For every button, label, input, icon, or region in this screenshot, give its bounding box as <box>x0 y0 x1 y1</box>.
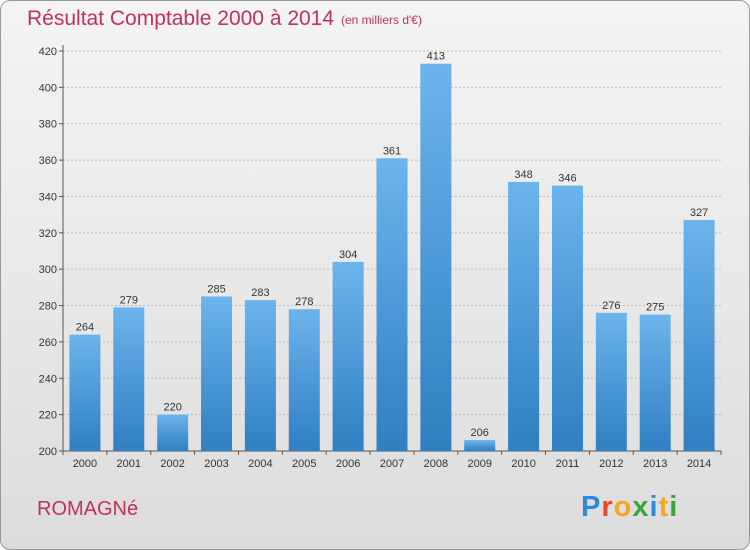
y-tick-label: 200 <box>39 446 57 458</box>
y-tick-label: 360 <box>39 155 57 167</box>
commune-name: ROMAGNé <box>37 498 139 520</box>
data-label-2010: 348 <box>514 169 532 181</box>
bar-2000 <box>69 334 101 451</box>
bar-2007 <box>376 158 408 452</box>
chart-title: Résultat Comptable 2000 à 2014 <box>27 7 335 30</box>
data-label-2001: 279 <box>120 294 138 306</box>
logo-letter: t <box>658 491 670 523</box>
y-tick-label: 220 <box>39 410 57 422</box>
bar-2006 <box>332 261 364 451</box>
bar-2008 <box>420 63 452 452</box>
bar-2014 <box>683 220 715 451</box>
logo-letter: o <box>613 491 633 523</box>
bar-2011 <box>551 185 583 451</box>
x-tick-label: 2002 <box>160 458 184 470</box>
bar-2002 <box>157 414 189 451</box>
y-tick-label: 340 <box>39 191 57 203</box>
bar-2012 <box>595 312 627 451</box>
x-tick-label: 2012 <box>599 458 623 470</box>
y-tick-label: 260 <box>39 337 57 349</box>
x-tick-label: 2014 <box>687 458 711 470</box>
logo-letter: r <box>601 491 614 523</box>
y-tick-label: 300 <box>39 264 57 276</box>
logo-letter: i <box>669 491 679 523</box>
logo-letter: x <box>632 491 650 523</box>
x-tick-label: 2001 <box>117 458 141 470</box>
x-tick-label: 2004 <box>248 458 272 470</box>
bar-2013 <box>639 314 671 451</box>
data-label-2000: 264 <box>76 322 94 334</box>
logo-letter: P <box>581 491 602 523</box>
bar-2005 <box>288 309 320 451</box>
bars <box>69 63 715 452</box>
data-label-2009: 206 <box>471 427 489 439</box>
data-label-2002: 220 <box>163 402 181 414</box>
bar-2009 <box>464 440 496 451</box>
y-tick-label: 320 <box>39 228 57 240</box>
x-tick-label: 2009 <box>467 458 491 470</box>
logo-letter: i <box>649 491 659 523</box>
data-label-2004: 283 <box>251 287 269 299</box>
x-tick-label: 2000 <box>73 458 97 470</box>
x-tick-label: 2003 <box>204 458 228 470</box>
data-label-2013: 275 <box>646 302 664 314</box>
data-label-2007: 361 <box>383 145 401 157</box>
data-label-2005: 278 <box>295 296 313 308</box>
bar-2003 <box>201 296 233 451</box>
bar-2004 <box>244 300 276 451</box>
x-tick-label: 2007 <box>380 458 404 470</box>
proxiti-logo: Proxiti <box>581 491 678 524</box>
y-tick-label: 380 <box>39 119 57 131</box>
x-tick-label: 2008 <box>424 458 448 470</box>
data-label-2003: 285 <box>207 283 225 295</box>
data-label-2008: 413 <box>427 51 445 63</box>
data-label-2014: 327 <box>690 207 708 219</box>
x-tick-label: 2011 <box>556 458 580 470</box>
y-tick-label: 420 <box>39 46 57 58</box>
data-label-2006: 304 <box>339 249 357 261</box>
x-tick-label: 2006 <box>336 458 360 470</box>
bar-2001 <box>113 307 145 451</box>
y-tick-label: 280 <box>39 301 57 313</box>
y-tick-label: 240 <box>39 373 57 385</box>
x-tick-label: 2005 <box>292 458 316 470</box>
y-tick-label: 400 <box>39 82 57 94</box>
labels: 200 220 240 260 280 300 320 340 360 380 400 420 264 2… <box>39 46 712 470</box>
x-tick-label: 2013 <box>643 458 667 470</box>
bar-2010 <box>508 181 540 451</box>
x-tick-label: 2010 <box>511 458 535 470</box>
data-label-2012: 276 <box>602 300 620 312</box>
data-label-2011: 346 <box>558 173 576 185</box>
chart-subtitle: (en milliers d'€) <box>341 13 422 27</box>
